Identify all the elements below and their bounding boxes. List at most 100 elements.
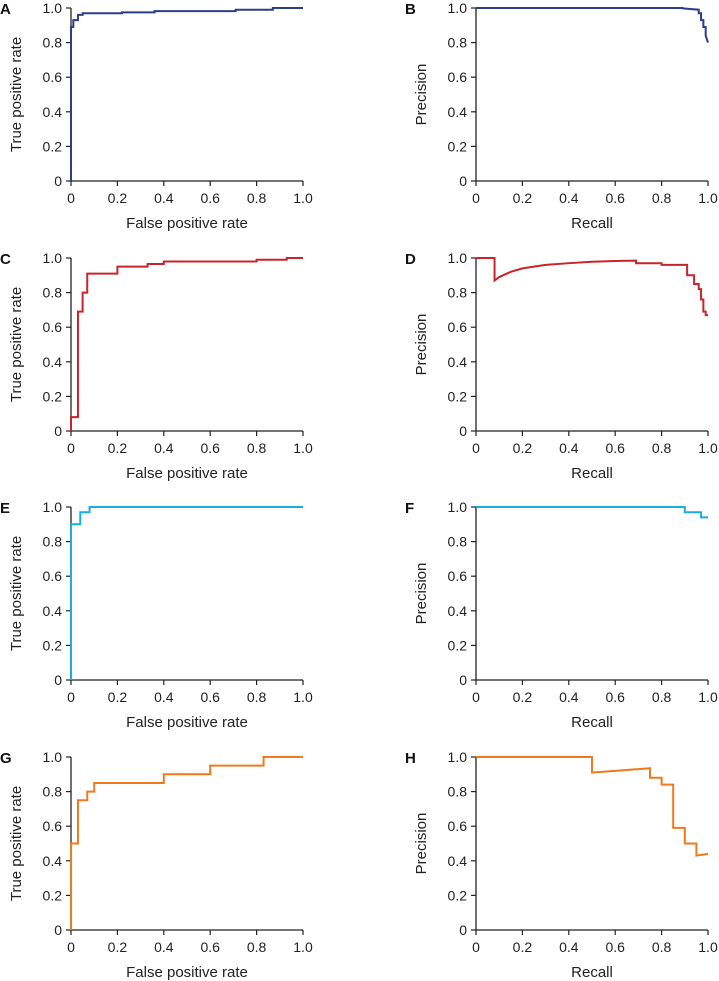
y-tick-label: 0.4: [448, 853, 468, 869]
panel-h: H 0 0.2 0.4 0.6 0.8 1.0 0 0.2 0.4 0.6 0.8 1.0 Recall P…: [405, 749, 718, 981]
series-line-pr: [476, 506, 708, 519]
x-tick-label: 0.4: [559, 939, 579, 955]
x-tick-label: 0.4: [559, 190, 579, 206]
x-tick-label: 0.6: [605, 689, 625, 705]
x-tick-label: 1.0: [293, 440, 313, 456]
x-tick-label: 0.6: [200, 939, 220, 955]
x-tick-label: 0.4: [154, 190, 174, 206]
panel-letter: G: [0, 750, 12, 767]
x-tick-label: 0.6: [605, 190, 625, 206]
x-tick-label: 0: [472, 939, 480, 955]
y-tick-label: 0: [54, 672, 62, 688]
y-tick-label: 0.8: [448, 285, 468, 301]
y-tick-label: 0: [459, 173, 467, 189]
x-tick-label: 0.4: [154, 689, 174, 705]
x-tick-label: 0.6: [200, 440, 220, 456]
y-tick-label: 0.6: [43, 69, 63, 85]
panel-b: B 0 0.2 0.4 0.6 0.8 1.0 0 0.2 0.4 0.6 0.8 1.0 Recall P…: [405, 0, 718, 232]
x-tick-label: 0.2: [513, 190, 533, 206]
x-tick-label: 1.0: [293, 939, 313, 955]
y-tick-label: 0: [54, 922, 62, 938]
x-tick-label: 0.4: [154, 440, 174, 456]
x-axis-title: False positive rate: [126, 714, 248, 731]
y-tick-label: 0.8: [43, 35, 63, 51]
y-tick-label: 0.8: [43, 784, 63, 800]
y-tick-label: 1.0: [43, 250, 63, 266]
y-tick-label: 0: [54, 173, 62, 189]
series-line-roc: [70, 7, 303, 181]
y-tick-label: 0: [459, 672, 467, 688]
y-axis-title: True positive rate: [8, 37, 25, 152]
x-tick-label: 0.2: [513, 440, 533, 456]
y-tick-label: 0.4: [43, 603, 63, 619]
y-tick-label: 0.6: [448, 319, 468, 335]
x-tick-label: 0.8: [652, 939, 672, 955]
panel-a: A 0 0.2 0.4 0.6 0.8 1.0 0 0.2 0.4 0.6 0.8 1.0 False p…: [0, 0, 313, 232]
x-tick-label: 0: [67, 939, 75, 955]
x-tick-label: 0.2: [108, 689, 128, 705]
panel-g: G 0 0.2 0.4 0.6 0.8 1.0 0 0.2 0.4 0.6 0.8 1.0 False p…: [0, 749, 313, 981]
x-tick-label: 0: [472, 440, 480, 456]
x-tick-label: 0.2: [108, 440, 128, 456]
panel-d: D 0 0.2 0.4 0.6 0.8 1.0 0 0.2 0.4 0.6 0.8 1.0 Recall P…: [405, 250, 718, 482]
y-tick-label: 0.4: [448, 354, 468, 370]
y-tick-label: 0.8: [448, 784, 468, 800]
x-tick-label: 0.8: [247, 689, 267, 705]
y-tick-label: 1.0: [43, 0, 63, 16]
x-axis-title: Recall: [571, 964, 613, 981]
y-tick-label: 0.4: [448, 603, 468, 619]
y-tick-label: 1.0: [448, 250, 468, 266]
x-tick-label: 0.4: [154, 939, 174, 955]
x-tick-label: 1.0: [293, 689, 313, 705]
x-tick-label: 0: [472, 190, 480, 206]
y-tick-label: 0.8: [43, 285, 63, 301]
y-tick-label: 0.2: [43, 138, 63, 154]
x-tick-label: 0.6: [200, 689, 220, 705]
panel-letter: B: [405, 1, 416, 18]
series-line-pr: [476, 7, 709, 43]
x-tick-label: 0.6: [200, 190, 220, 206]
y-tick-label: 0.6: [43, 568, 63, 584]
y-tick-label: 0.2: [43, 388, 63, 404]
series-line-pr: [476, 756, 709, 857]
x-tick-label: 1.0: [698, 689, 718, 705]
y-axis-title: Precision: [413, 563, 430, 625]
x-tick-label: 0: [67, 689, 75, 705]
y-tick-label: 0.4: [43, 104, 63, 120]
y-tick-label: 0: [459, 423, 467, 439]
x-tick-label: 0.4: [559, 689, 579, 705]
x-axis-title: Recall: [571, 714, 613, 731]
panel-f: F 0 0.2 0.4 0.6 0.8 1.0 0 0.2 0.4 0.6 0.8 1.0 Recall P…: [405, 499, 718, 731]
x-axis-title: Recall: [571, 465, 613, 482]
x-tick-label: 0: [67, 440, 75, 456]
x-tick-label: 1.0: [698, 440, 718, 456]
y-axis-title: Precision: [413, 64, 430, 126]
x-tick-label: 0.2: [513, 939, 533, 955]
y-tick-label: 1.0: [448, 0, 468, 16]
y-tick-label: 1.0: [43, 749, 63, 765]
y-tick-label: 1.0: [448, 749, 468, 765]
y-tick-label: 0.6: [43, 818, 63, 834]
panel-c: C 0 0.2 0.4 0.6 0.8 1.0 0 0.2 0.4 0.6 0.8 1.0 False p…: [0, 250, 313, 482]
x-tick-label: 1.0: [698, 939, 718, 955]
x-tick-label: 0.8: [247, 190, 267, 206]
panel-letter: C: [0, 251, 11, 268]
panel-letter: A: [0, 1, 11, 18]
x-tick-label: 0.8: [652, 440, 672, 456]
x-tick-label: 1.0: [698, 190, 718, 206]
y-tick-label: 0.4: [43, 354, 63, 370]
y-tick-label: 0.2: [43, 637, 63, 653]
y-axis-title: True positive rate: [8, 786, 25, 901]
panel-letter: E: [0, 500, 10, 517]
y-tick-label: 0.6: [448, 69, 468, 85]
x-tick-label: 0.8: [652, 190, 672, 206]
x-axis-title: Recall: [571, 215, 613, 232]
y-axis-title: Precision: [413, 813, 430, 875]
y-tick-label: 0.6: [448, 818, 468, 834]
y-tick-label: 0.8: [43, 534, 63, 550]
x-tick-label: 0.8: [652, 689, 672, 705]
panel-letter: F: [405, 500, 414, 517]
x-tick-label: 0.2: [108, 190, 128, 206]
series-line-roc: [70, 257, 303, 431]
